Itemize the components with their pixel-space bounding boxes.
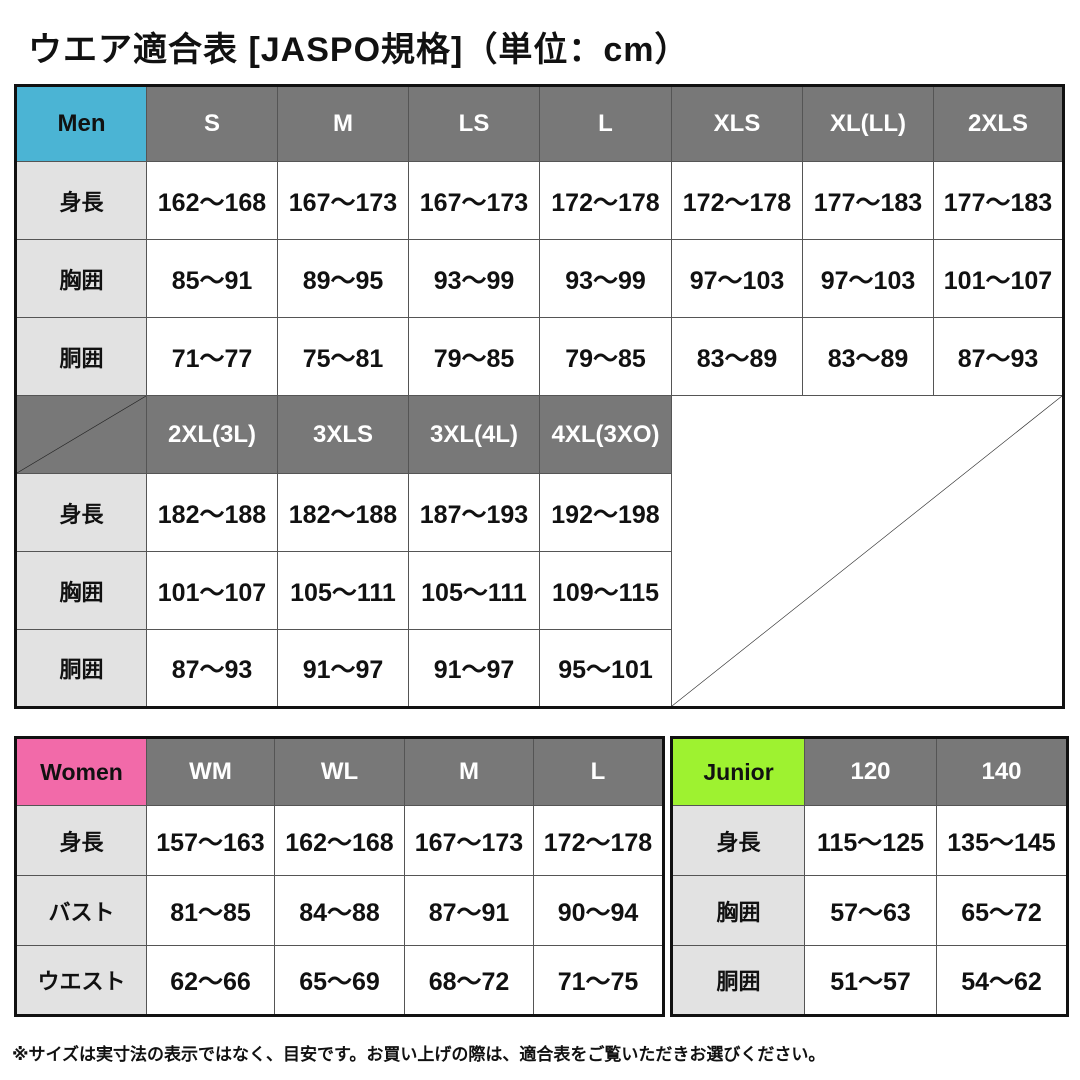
size-value: 91〜97: [408, 629, 540, 708]
size-value: 101〜107: [146, 551, 278, 630]
size-value: 79〜85: [408, 317, 540, 396]
size-value: 135〜145: [936, 805, 1068, 876]
size-value: 81〜85: [146, 875, 275, 946]
size-value: 101〜107: [933, 239, 1064, 318]
row-label: 胴囲: [671, 945, 805, 1016]
size-value: 162〜168: [146, 161, 278, 240]
size-value: 68〜72: [404, 945, 534, 1016]
size-value: 84〜88: [274, 875, 405, 946]
size-value: 167〜173: [277, 161, 409, 240]
size-header: 120: [804, 737, 937, 806]
row-label: 胸囲: [671, 875, 805, 946]
empty-diagonal-area: [671, 395, 1064, 708]
size-value: 167〜173: [404, 805, 534, 876]
men-category-label: Men: [15, 85, 147, 162]
page-title: ウエア適合表 [JASPO規格]（単位：cm）: [28, 31, 690, 69]
size-header: M: [277, 85, 409, 162]
size-value: 115〜125: [804, 805, 937, 876]
row-label: 胸囲: [15, 239, 147, 318]
size-header: 2XL(3L): [146, 395, 278, 474]
size-value: 89〜95: [277, 239, 409, 318]
size-value: 93〜99: [539, 239, 672, 318]
size-value: 182〜188: [146, 473, 278, 552]
size-value: 177〜183: [933, 161, 1064, 240]
size-value: 57〜63: [804, 875, 937, 946]
row-label: バスト: [15, 875, 147, 946]
size-value: 87〜93: [146, 629, 278, 708]
size-value: 157〜163: [146, 805, 275, 876]
size-header: 140: [936, 737, 1068, 806]
size-value: 97〜103: [671, 239, 803, 318]
size-value: 65〜69: [274, 945, 405, 1016]
size-value: 187〜193: [408, 473, 540, 552]
size-value: 54〜62: [936, 945, 1068, 1016]
size-value: 87〜93: [933, 317, 1064, 396]
size-header: XL(LL): [802, 85, 934, 162]
size-value: 182〜188: [277, 473, 409, 552]
junior-size-table: Junior 120 140 身長 115〜125 135〜145 胸囲 57〜63 65〜72…: [670, 736, 1069, 1017]
row-label: 身長: [15, 161, 147, 240]
size-header: LS: [408, 85, 540, 162]
size-value: 105〜111: [277, 551, 409, 630]
size-header: 3XL(4L): [408, 395, 540, 474]
row-label: 身長: [15, 805, 147, 876]
junior-category-label: Junior: [671, 737, 805, 806]
size-value: 162〜168: [274, 805, 405, 876]
size-header: M: [404, 737, 534, 806]
row-label: 身長: [671, 805, 805, 876]
size-header: WL: [274, 737, 405, 806]
size-value: 192〜198: [539, 473, 672, 552]
size-header: L: [533, 737, 664, 806]
size-value: 83〜89: [671, 317, 803, 396]
size-header: S: [146, 85, 278, 162]
size-header: 3XLS: [277, 395, 409, 474]
size-header: XLS: [671, 85, 803, 162]
size-value: 87〜91: [404, 875, 534, 946]
row-label: 胸囲: [15, 551, 147, 630]
size-value: 105〜111: [408, 551, 540, 630]
size-header: 2XLS: [933, 85, 1064, 162]
size-value: 75〜81: [277, 317, 409, 396]
size-value: 172〜178: [539, 161, 672, 240]
women-category-label: Women: [15, 737, 147, 806]
size-value: 177〜183: [802, 161, 934, 240]
size-value: 91〜97: [277, 629, 409, 708]
footnote: ※サイズは実寸法の表示ではなく、目安です。お買い上げの際は、適合表をご覧いただき…: [12, 1045, 826, 1064]
size-value: 65〜72: [936, 875, 1068, 946]
size-value: 83〜89: [802, 317, 934, 396]
size-value: 85〜91: [146, 239, 278, 318]
row-label: 胴囲: [15, 629, 147, 708]
size-value: 172〜178: [533, 805, 664, 876]
diagonal-corner-cell: [15, 395, 147, 474]
size-value: 79〜85: [539, 317, 672, 396]
size-value: 172〜178: [671, 161, 803, 240]
women-size-table: Women WM WL M L 身長 157〜163 162〜168 167〜173 172〜17…: [14, 736, 665, 1017]
row-label: ウエスト: [15, 945, 147, 1016]
size-value: 71〜75: [533, 945, 664, 1016]
size-value: 90〜94: [533, 875, 664, 946]
size-value: 97〜103: [802, 239, 934, 318]
row-label: 胴囲: [15, 317, 147, 396]
size-value: 93〜99: [408, 239, 540, 318]
row-label: 身長: [15, 473, 147, 552]
size-value: 109〜115: [539, 551, 672, 630]
size-value: 71〜77: [146, 317, 278, 396]
size-header: L: [539, 85, 672, 162]
size-value: 62〜66: [146, 945, 275, 1016]
size-header: 4XL(3XO): [539, 395, 672, 474]
size-value: 51〜57: [804, 945, 937, 1016]
size-value: 167〜173: [408, 161, 540, 240]
men-size-table: Men S M LS L XLS XL(LL) 2XLS 身長 162〜168 167〜173 167…: [14, 84, 1065, 709]
size-header: WM: [146, 737, 275, 806]
size-value: 95〜101: [539, 629, 672, 708]
